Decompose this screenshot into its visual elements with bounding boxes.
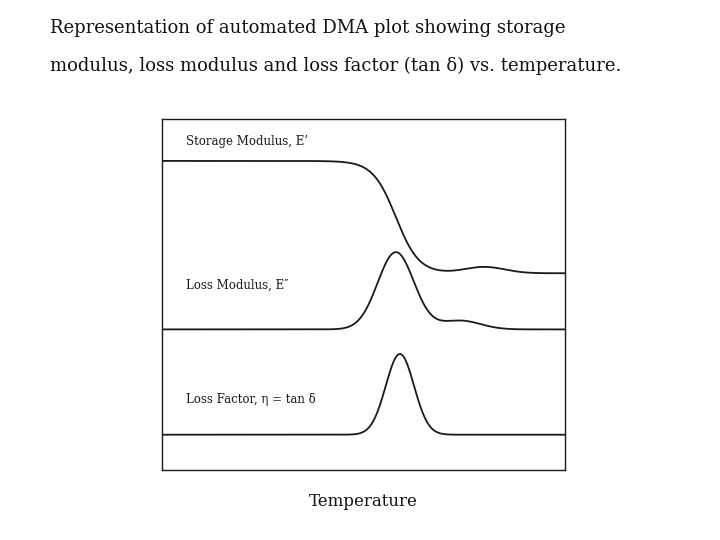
Text: Representation of automated DMA plot showing storage: Representation of automated DMA plot sho… (50, 19, 566, 37)
Text: Loss Modulus, E″: Loss Modulus, E″ (186, 279, 289, 292)
Text: Loss Factor, η = tan δ: Loss Factor, η = tan δ (186, 393, 316, 406)
Text: Storage Modulus, E’: Storage Modulus, E’ (186, 135, 308, 148)
Text: Temperature: Temperature (309, 494, 418, 510)
Text: modulus, loss modulus and loss factor (tan δ) vs. temperature.: modulus, loss modulus and loss factor (t… (50, 57, 622, 75)
